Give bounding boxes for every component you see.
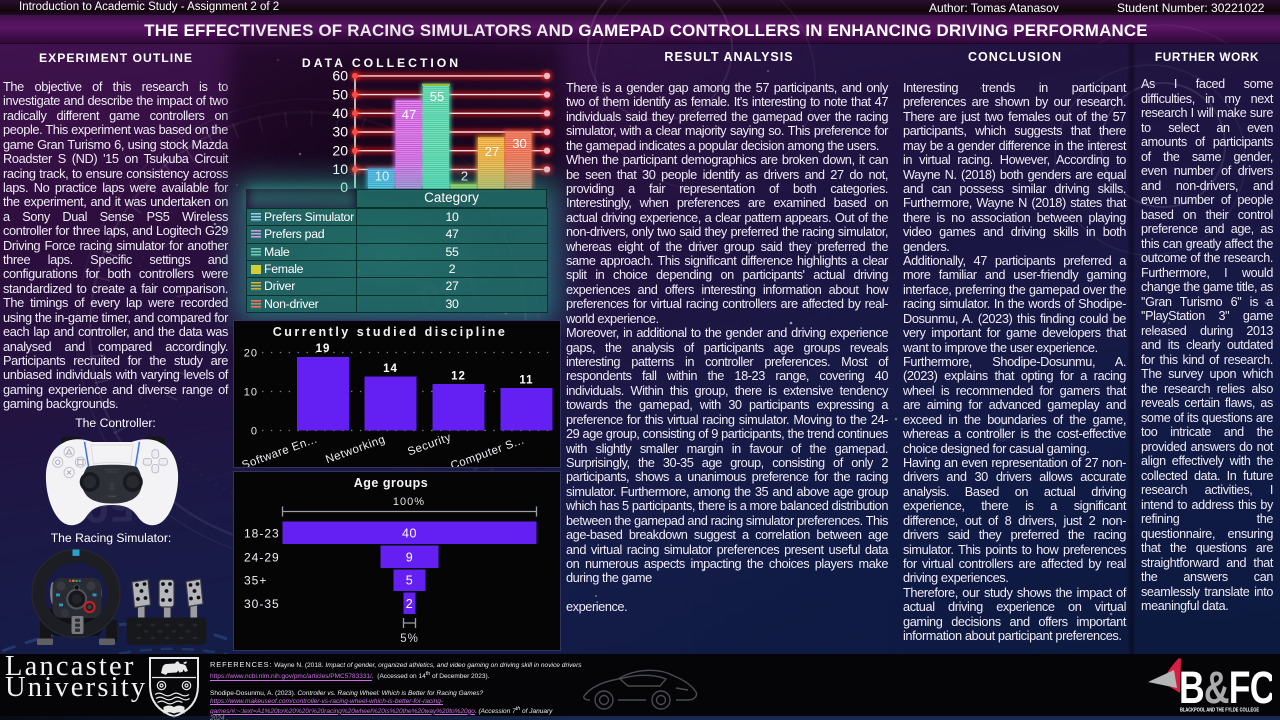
svg-text:19: 19: [316, 343, 331, 355]
svg-text:20: 20: [332, 142, 348, 158]
svg-text:5%: 5%: [400, 633, 419, 645]
svg-text:20: 20: [244, 348, 258, 360]
svg-text:30: 30: [332, 124, 348, 140]
svg-text:Age groups: Age groups: [354, 476, 428, 490]
svg-text:30-35: 30-35: [244, 597, 280, 611]
svg-text:11: 11: [519, 375, 533, 387]
svg-text:30: 30: [512, 136, 526, 151]
svg-text:2: 2: [406, 597, 413, 611]
svg-text:0: 0: [340, 179, 348, 192]
svg-text:55: 55: [430, 89, 444, 104]
svg-text:Software En...: Software En...: [240, 434, 319, 467]
svg-text:47: 47: [402, 107, 416, 122]
svg-text:27: 27: [485, 144, 499, 159]
svg-text:18-23: 18-23: [244, 527, 280, 541]
svg-text:24-29: 24-29: [244, 551, 280, 565]
svg-text:35+: 35+: [244, 574, 267, 588]
svg-text:5: 5: [406, 574, 413, 588]
svg-text:40: 40: [332, 105, 348, 121]
svg-text:2: 2: [461, 169, 468, 184]
svg-text:14: 14: [383, 363, 398, 375]
svg-text:12: 12: [451, 371, 466, 383]
svg-text:Networking: Networking: [324, 434, 387, 467]
svg-text:60: 60: [332, 68, 348, 84]
svg-text:0: 0: [251, 426, 258, 438]
svg-text:Security: Security: [406, 432, 453, 459]
svg-text:100%: 100%: [393, 496, 425, 508]
svg-text:50: 50: [332, 86, 348, 102]
svg-text:B&FC: B&FC: [1179, 662, 1272, 713]
svg-text:40: 40: [402, 527, 417, 541]
svg-text:Computer S...: Computer S...: [449, 435, 526, 467]
svg-text:10: 10: [375, 169, 389, 184]
svg-text:10: 10: [244, 387, 258, 399]
svg-text:9: 9: [406, 551, 413, 565]
svg-text:10: 10: [332, 161, 348, 177]
svg-text:Currently studied discipline: Currently studied discipline: [273, 325, 508, 339]
svg-text:BLACKPOOL AND THE FYLDE COLLEG: BLACKPOOL AND THE FYLDE COLLEGE: [1180, 708, 1259, 714]
